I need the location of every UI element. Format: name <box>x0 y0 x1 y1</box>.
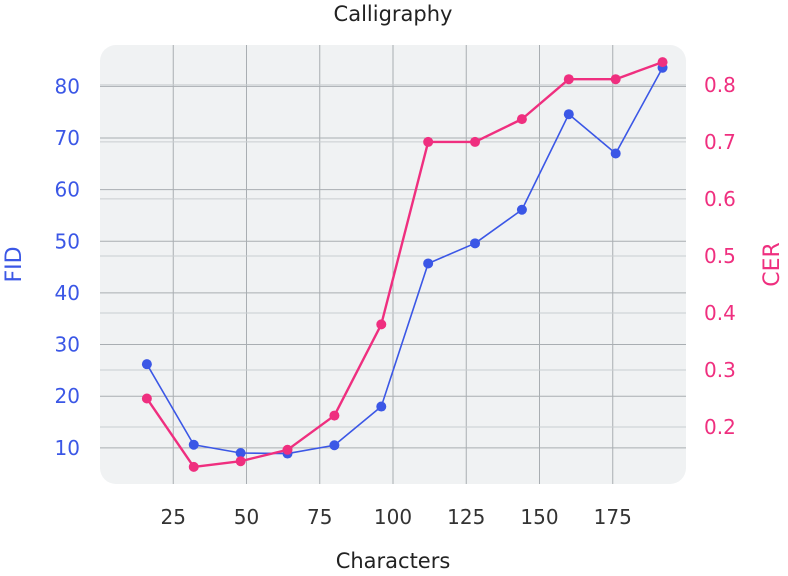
data-point-cer <box>470 136 481 147</box>
x-tick-label: 175 <box>594 505 632 529</box>
data-point-cer <box>188 461 199 472</box>
right-y-tick-label: 0.2 <box>704 415 736 439</box>
x-tick-label: 75 <box>307 505 332 529</box>
data-point-cer <box>423 136 434 147</box>
series-line-cer <box>145 60 663 469</box>
left-y-axis-label: FID <box>2 246 27 282</box>
x-tick-label: 150 <box>520 505 558 529</box>
grid-lines <box>100 45 686 484</box>
left-y-tick-label: 80 <box>55 74 80 98</box>
right-y-tick-label: 0.5 <box>704 244 736 268</box>
right-y-tick-label: 0.4 <box>704 301 736 325</box>
tick-labels: 25 50 75 100 125 150 175 10 20 30 40 50 60 70 80 0.2 0.3… <box>55 73 736 529</box>
data-point-fid <box>329 440 340 451</box>
data-point-cer <box>563 74 574 85</box>
data-point-cer <box>516 114 527 125</box>
data-point-fid <box>235 448 246 459</box>
series-line-fid <box>146 67 664 455</box>
right-y-axis-label: CER <box>760 242 785 287</box>
x-tick-label: 125 <box>447 505 485 529</box>
right-y-tick-label: 0.8 <box>704 73 736 97</box>
data-point-cer <box>376 319 387 330</box>
data-point-cer <box>235 456 246 467</box>
left-y-tick-label: 20 <box>55 384 80 408</box>
data-point-cer <box>329 410 340 421</box>
left-y-tick-label: 30 <box>55 333 80 357</box>
right-y-tick-label: 0.6 <box>704 187 736 211</box>
x-tick-label: 25 <box>161 505 186 529</box>
data-point-fid <box>141 359 152 370</box>
left-y-tick-label: 50 <box>55 229 80 253</box>
left-y-tick-label: 40 <box>55 281 80 305</box>
data-point-fid <box>376 401 387 412</box>
x-tick-label: 50 <box>234 505 259 529</box>
data-point-cer <box>141 393 152 404</box>
left-y-tick-label: 60 <box>55 178 80 202</box>
data-point-fid <box>516 204 527 215</box>
right-y-tick-label: 0.7 <box>704 130 736 154</box>
data-point-fid <box>563 109 574 120</box>
data-point-fid <box>610 148 621 159</box>
data-point-cer <box>610 74 621 85</box>
data-point-cer <box>657 57 668 68</box>
data-point-fid <box>423 258 434 269</box>
data-point-fid <box>470 238 481 249</box>
series-layer <box>141 57 668 472</box>
chart-title: Calligraphy <box>334 2 453 26</box>
x-axis-label: Characters <box>336 549 451 573</box>
data-point-cer <box>282 444 293 455</box>
right-y-tick-label: 0.3 <box>704 358 736 382</box>
data-point-fid <box>188 439 199 450</box>
x-tick-label: 100 <box>374 505 412 529</box>
left-y-tick-label: 10 <box>55 436 80 460</box>
left-y-tick-label: 70 <box>55 126 80 150</box>
